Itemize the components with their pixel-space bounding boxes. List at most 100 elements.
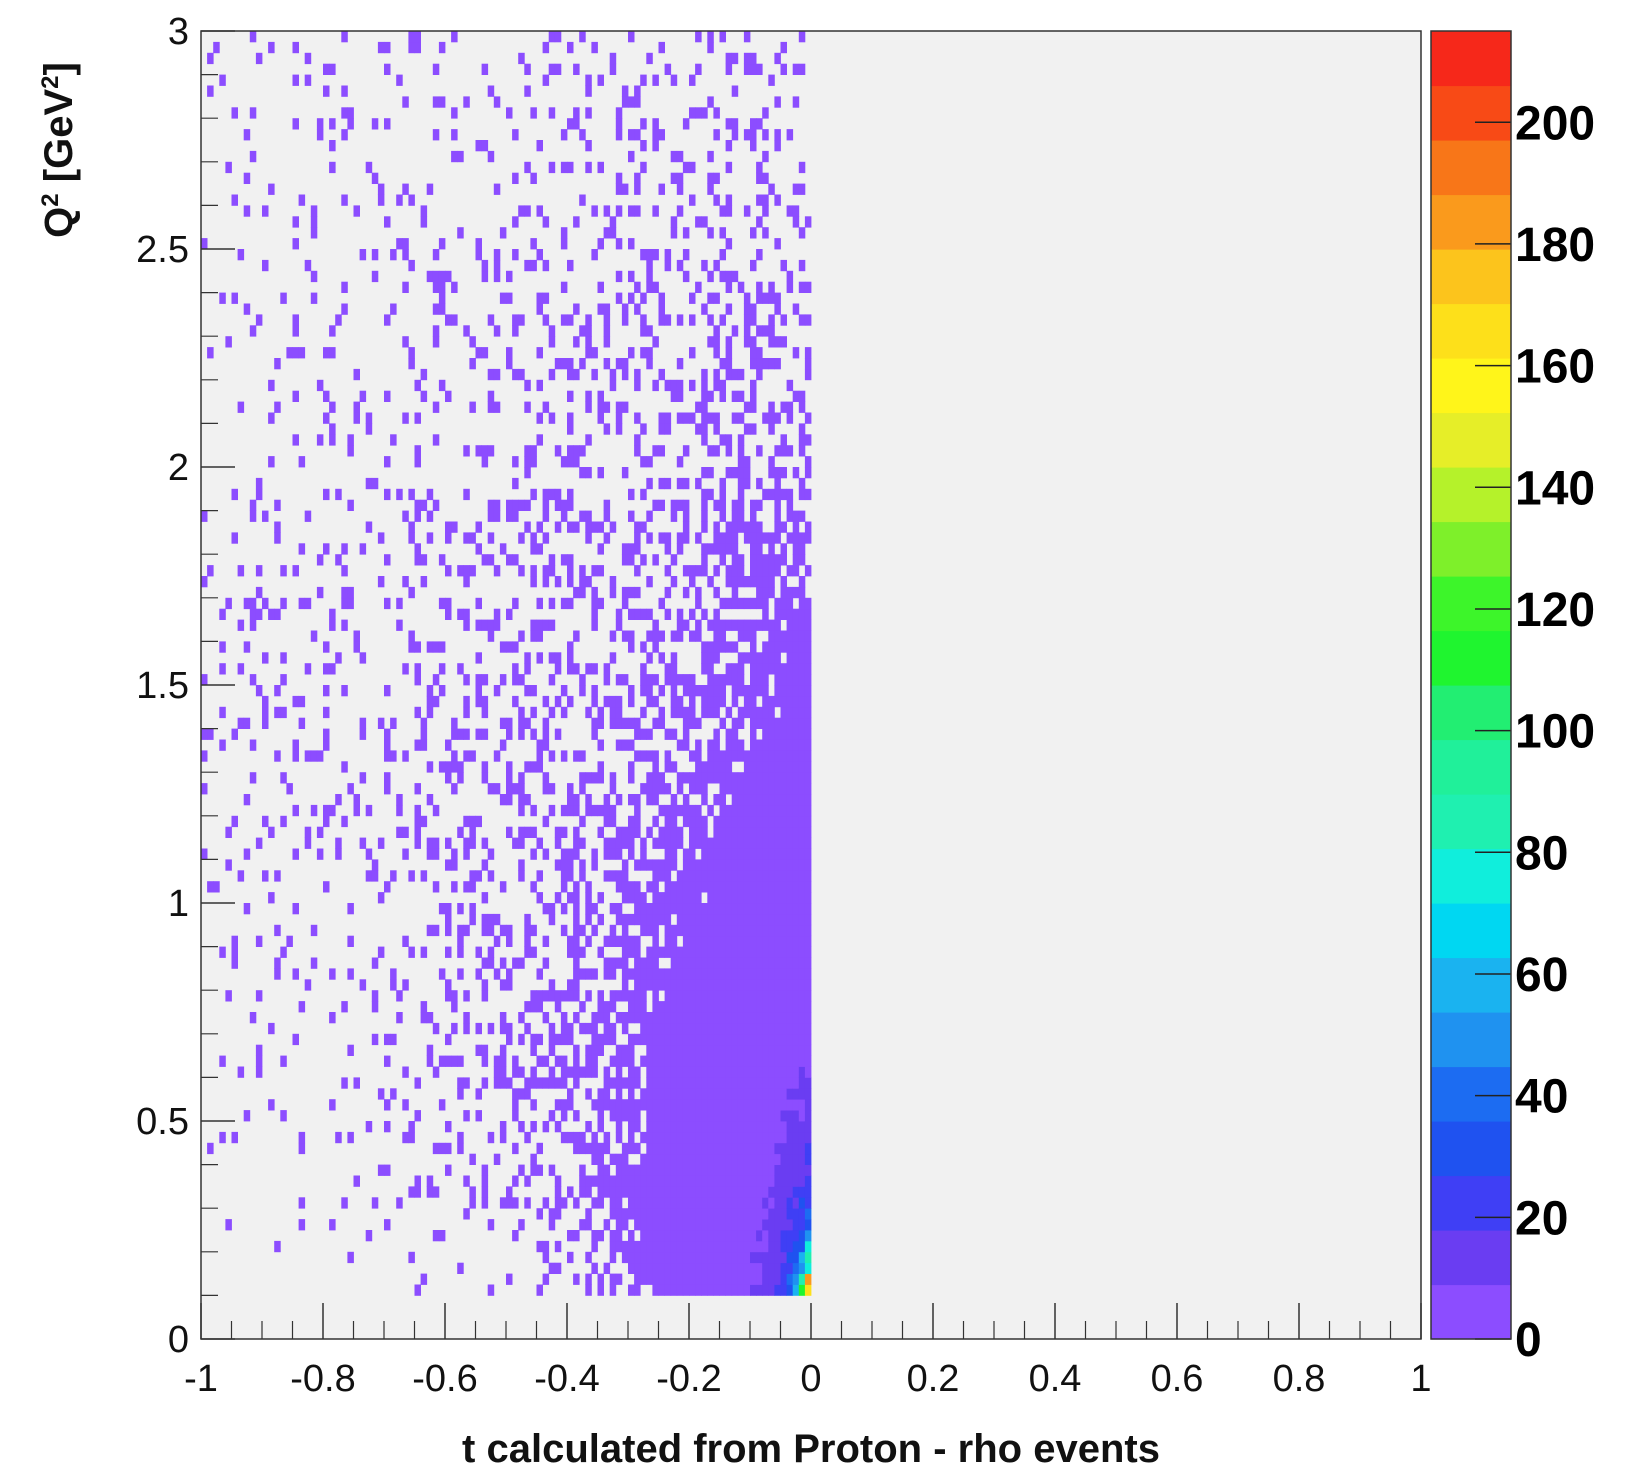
heatmap-bin xyxy=(670,979,678,991)
heatmap-bin xyxy=(304,979,312,991)
heatmap-bin xyxy=(292,903,299,915)
heatmap-bin xyxy=(603,205,611,217)
heatmap-bin xyxy=(567,423,574,435)
heatmap-bin xyxy=(780,750,787,762)
heatmap-bin xyxy=(274,685,281,697)
heatmap-bin xyxy=(768,848,775,860)
heatmap-bin xyxy=(323,663,330,675)
heatmap-bin xyxy=(713,368,720,381)
heatmap-bin xyxy=(701,1273,708,1285)
heatmap-bin xyxy=(750,1121,757,1133)
heatmap-bin xyxy=(658,685,665,697)
heatmap-bin xyxy=(719,379,726,392)
heatmap-bin xyxy=(707,314,714,326)
heatmap-bin xyxy=(243,903,251,915)
heatmap-bin xyxy=(719,641,726,653)
heatmap-bin xyxy=(353,630,360,642)
heatmap-bin xyxy=(774,1012,781,1024)
heatmap-bin xyxy=(756,1033,763,1046)
heatmap-bin xyxy=(615,118,623,130)
heatmap-bin xyxy=(756,292,763,304)
heatmap-bin xyxy=(798,794,806,806)
heatmap-bin xyxy=(597,772,604,784)
heatmap-bin xyxy=(481,990,489,1002)
heatmap-bin xyxy=(591,586,598,599)
heatmap-bin xyxy=(481,1044,489,1056)
heatmap-bin xyxy=(603,358,611,370)
heatmap-bin xyxy=(609,1208,617,1220)
heatmap-bin xyxy=(390,717,397,729)
heatmap-bin xyxy=(445,761,452,773)
heatmap-bin xyxy=(756,1110,763,1122)
heatmap-bin xyxy=(737,1055,745,1067)
heatmap-bin xyxy=(762,1273,769,1285)
heatmap-bin xyxy=(457,1262,464,1274)
heatmap-bin xyxy=(676,913,684,926)
heatmap-bin xyxy=(725,783,733,795)
heatmap-bin xyxy=(719,1121,726,1133)
heatmap-bin xyxy=(695,1033,702,1046)
heatmap-bin xyxy=(768,1219,775,1231)
heatmap-bin xyxy=(634,1099,641,1111)
heatmap-bin xyxy=(420,870,428,882)
heatmap-bin xyxy=(591,1033,598,1046)
heatmap-bin xyxy=(292,390,299,402)
heatmap-bin xyxy=(390,1033,397,1046)
heatmap-bin xyxy=(695,913,702,926)
heatmap-bin xyxy=(658,804,665,817)
heatmap-bin xyxy=(487,499,495,511)
heatmap-bin xyxy=(554,521,562,533)
heatmap-bin xyxy=(676,674,684,686)
heatmap-bin xyxy=(750,1110,757,1122)
heatmap-bin xyxy=(323,63,330,75)
heatmap-bin xyxy=(536,412,543,424)
heatmap-bin xyxy=(658,1197,665,1209)
heatmap-bin xyxy=(231,1131,238,1144)
heatmap-bin xyxy=(536,652,543,664)
heatmap-bin xyxy=(591,1262,598,1274)
heatmap-bin xyxy=(249,1012,257,1024)
heatmap-bin xyxy=(762,1197,769,1209)
heatmap-bin xyxy=(786,924,794,937)
heatmap-bin xyxy=(573,663,580,675)
heatmap-bin xyxy=(786,1012,794,1024)
colorbar-segment xyxy=(1431,630,1511,686)
heatmap-bin xyxy=(640,728,647,740)
heatmap-bin xyxy=(628,1208,635,1220)
heatmap-bin xyxy=(652,641,659,653)
heatmap-bin xyxy=(725,434,733,446)
heatmap-bin xyxy=(640,1033,647,1046)
heatmap-bin xyxy=(719,804,726,817)
heatmap-bin xyxy=(646,957,653,969)
heatmap-bin xyxy=(396,826,403,838)
heatmap-bin xyxy=(255,565,263,577)
heatmap-bin xyxy=(445,1033,452,1046)
heatmap-bin xyxy=(786,1044,794,1056)
heatmap-bin xyxy=(707,270,714,283)
heatmap-bin xyxy=(438,292,446,304)
heatmap-bin xyxy=(804,1131,812,1144)
heatmap-bin xyxy=(652,1284,659,1296)
heatmap-bin xyxy=(768,619,775,631)
heatmap-bin xyxy=(249,772,257,784)
heatmap-bin xyxy=(774,565,781,577)
heatmap-bin xyxy=(432,249,440,261)
heatmap-bin xyxy=(756,1099,763,1111)
heatmap-bin xyxy=(640,1262,647,1274)
heatmap-bin xyxy=(573,903,580,915)
heatmap-bin xyxy=(756,1251,763,1264)
heatmap-bin xyxy=(506,510,513,522)
heatmap-bin xyxy=(621,957,629,969)
heatmap-bin xyxy=(707,968,714,980)
heatmap-bin xyxy=(426,761,434,773)
heatmap-bin xyxy=(652,1197,659,1209)
heatmap-bin xyxy=(689,292,696,304)
heatmap-bin xyxy=(646,1251,653,1264)
heatmap-bin xyxy=(457,968,464,980)
heatmap-bin xyxy=(695,1001,702,1013)
heatmap-bin xyxy=(499,1022,507,1035)
heatmap-bin xyxy=(646,674,653,686)
heatmap-bin xyxy=(713,532,720,544)
heatmap-bin xyxy=(756,565,763,577)
heatmap-bin xyxy=(646,510,653,522)
